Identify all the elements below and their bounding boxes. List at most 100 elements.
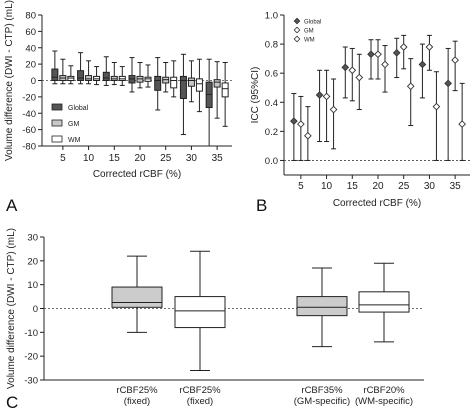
- box: [179, 75, 187, 100]
- box: [154, 75, 162, 91]
- x-tick-label: rCBF20%: [363, 385, 405, 396]
- box-group: [67, 65, 75, 85]
- box: [358, 291, 410, 313]
- x-tick-label: 15: [347, 181, 359, 192]
- panel-label-a: A: [6, 196, 18, 215]
- legend-label: WM: [68, 137, 81, 144]
- legend-label: GM: [68, 121, 79, 128]
- box-group: [179, 53, 187, 136]
- box-group: [187, 60, 195, 103]
- legend-marker: [293, 17, 301, 25]
- box-group: [144, 64, 152, 88]
- y-tick-label: 60: [25, 27, 36, 38]
- legend-swatch: [51, 103, 63, 111]
- y-tick-label: 0.4: [265, 98, 278, 109]
- box-group: [174, 250, 226, 371]
- icc-point: [297, 120, 305, 128]
- box: [102, 71, 110, 81]
- y-tick-label: -10: [24, 328, 38, 339]
- box-group: [162, 61, 170, 93]
- box: [174, 296, 226, 329]
- icc-point: [406, 82, 415, 91]
- x-axis-label: Corrected rCBF (%): [333, 198, 421, 209]
- box: [187, 77, 195, 87]
- icc-point: [425, 43, 434, 51]
- legend-label: WM: [304, 38, 315, 44]
- box-group: [93, 66, 101, 86]
- y-tick-label: 0: [33, 304, 38, 315]
- x-tick-label: 15: [109, 153, 121, 164]
- y-tick-label: 1.0: [265, 11, 278, 22]
- box: [51, 68, 59, 81]
- box: [195, 78, 203, 92]
- panel-label-b: B: [256, 196, 268, 215]
- icc-point: [290, 117, 298, 126]
- box-group: [59, 58, 67, 85]
- x-tick-label: 35: [212, 153, 224, 164]
- box-group: [296, 267, 348, 348]
- icc-point: [329, 105, 338, 114]
- box-group: [51, 50, 59, 85]
- x-tick-label: rCBF25%: [179, 385, 221, 396]
- box-group: [136, 61, 144, 89]
- x-tick-label: 25: [160, 153, 172, 164]
- legend-label: Global: [304, 20, 321, 26]
- y-tick-label: 40: [25, 43, 36, 54]
- icc-point: [399, 43, 408, 51]
- box-group: [154, 57, 162, 111]
- x-tick-sublabel: (GM-specific): [294, 396, 350, 407]
- x-tick-label: rCBF35%: [301, 385, 343, 396]
- icc-point: [374, 50, 382, 59]
- y-tick-label: 20: [25, 60, 36, 71]
- box: [296, 296, 348, 317]
- y-tick-label: 0.8: [265, 40, 278, 51]
- x-tick-label: 5: [60, 153, 66, 164]
- x-tick-label: 10: [83, 153, 95, 164]
- x-tick-sublabel: (fixed): [187, 396, 213, 407]
- x-tick-label: 25: [398, 181, 410, 192]
- box-group: [110, 61, 118, 86]
- icc-point: [451, 56, 459, 64]
- box-group: [170, 60, 178, 98]
- box-group: [358, 262, 410, 343]
- icc-point: [432, 102, 441, 111]
- y-tick-label: 20: [27, 256, 38, 267]
- icc-point: [458, 120, 466, 128]
- x-tick-label: 10: [321, 181, 333, 192]
- x-tick-sublabel: (fixed): [124, 396, 150, 407]
- box-group: [102, 56, 110, 86]
- x-axis-label: Corrected rCBF (%): [93, 169, 181, 180]
- box: [170, 76, 178, 89]
- box-group: [77, 52, 85, 85]
- x-tick-label: 5: [298, 181, 304, 192]
- box-group: [221, 61, 229, 127]
- icc-point: [444, 79, 452, 88]
- icc-point: [355, 73, 364, 82]
- box: [111, 286, 163, 308]
- y-tick-label: -20: [22, 92, 36, 103]
- icc-point: [348, 66, 357, 75]
- icc-point: [322, 92, 331, 101]
- y-axis-label: ICC (95%CI): [250, 67, 261, 124]
- legend-swatch: [51, 119, 63, 127]
- y-tick-label: 80: [25, 11, 36, 22]
- legend-swatch: [51, 135, 63, 143]
- y-axis-label: Volume difference (DWI - CTP) (mL): [6, 228, 17, 389]
- legend-marker: [293, 35, 301, 43]
- legend-label: Global: [68, 105, 89, 112]
- y-tick-label: 0.0: [265, 156, 278, 167]
- x-tick-label: rCBF25%: [116, 385, 158, 396]
- y-tick-label: 0: [31, 76, 36, 87]
- box: [213, 79, 221, 88]
- x-tick-sublabel: (WM-specific): [355, 396, 413, 407]
- box: [77, 70, 85, 82]
- icc-point: [315, 91, 324, 99]
- panel-label-c: C: [6, 393, 19, 412]
- y-tick-label: 0.6: [265, 69, 278, 80]
- y-tick-label: -30: [24, 376, 38, 387]
- icc-point: [418, 60, 427, 69]
- x-tick-label: 35: [450, 181, 462, 192]
- y-tick-label: 30: [27, 233, 38, 244]
- y-tick-label: -20: [24, 352, 38, 363]
